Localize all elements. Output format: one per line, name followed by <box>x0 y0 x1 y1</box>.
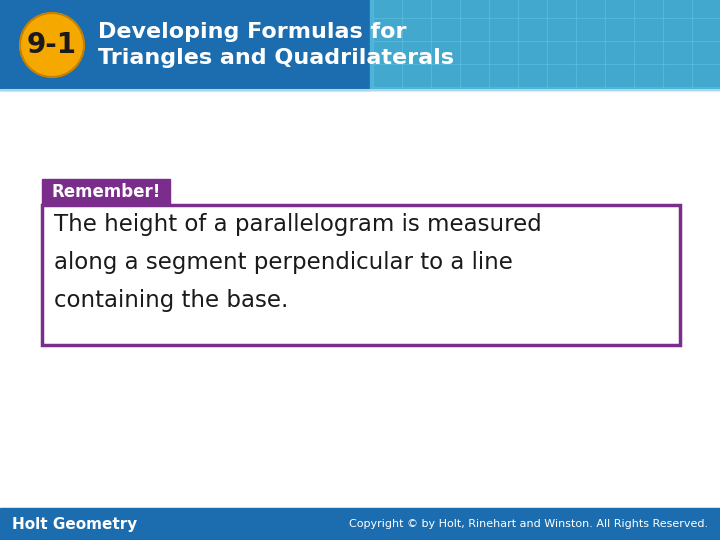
FancyBboxPatch shape <box>518 64 547 87</box>
FancyBboxPatch shape <box>490 0 518 18</box>
FancyBboxPatch shape <box>606 42 634 64</box>
Text: Developing Formulas for: Developing Formulas for <box>98 22 407 42</box>
FancyBboxPatch shape <box>577 64 606 87</box>
FancyBboxPatch shape <box>693 18 720 42</box>
FancyBboxPatch shape <box>606 18 634 42</box>
Text: along a segment perpendicular to a line: along a segment perpendicular to a line <box>54 251 513 274</box>
Text: Copyright © by Holt, Rinehart and Winston. All Rights Reserved.: Copyright © by Holt, Rinehart and Winsto… <box>349 519 708 529</box>
FancyBboxPatch shape <box>547 64 577 87</box>
FancyBboxPatch shape <box>606 0 634 18</box>
FancyBboxPatch shape <box>374 42 402 64</box>
FancyBboxPatch shape <box>402 64 431 87</box>
FancyBboxPatch shape <box>461 64 490 87</box>
Text: Remember!: Remember! <box>51 183 161 201</box>
FancyBboxPatch shape <box>664 18 693 42</box>
FancyBboxPatch shape <box>518 0 547 18</box>
Bar <box>42 205 680 345</box>
Bar <box>0 0 370 90</box>
FancyBboxPatch shape <box>693 64 720 87</box>
Bar <box>370 0 720 90</box>
FancyBboxPatch shape <box>461 42 490 64</box>
FancyBboxPatch shape <box>547 0 577 18</box>
FancyBboxPatch shape <box>402 18 431 42</box>
FancyBboxPatch shape <box>577 0 606 18</box>
FancyBboxPatch shape <box>402 42 431 64</box>
FancyBboxPatch shape <box>664 42 693 64</box>
FancyBboxPatch shape <box>634 18 664 42</box>
FancyBboxPatch shape <box>490 42 518 64</box>
Text: containing the base.: containing the base. <box>54 289 289 312</box>
FancyBboxPatch shape <box>693 42 720 64</box>
FancyBboxPatch shape <box>693 0 720 18</box>
FancyBboxPatch shape <box>461 0 490 18</box>
Bar <box>42 179 170 205</box>
FancyBboxPatch shape <box>577 42 606 64</box>
FancyBboxPatch shape <box>547 18 577 42</box>
FancyBboxPatch shape <box>634 64 664 87</box>
FancyBboxPatch shape <box>577 18 606 42</box>
FancyBboxPatch shape <box>518 18 547 42</box>
FancyBboxPatch shape <box>664 64 693 87</box>
Bar <box>0 508 720 540</box>
FancyBboxPatch shape <box>490 64 518 87</box>
FancyBboxPatch shape <box>431 18 461 42</box>
FancyBboxPatch shape <box>431 64 461 87</box>
FancyBboxPatch shape <box>518 42 547 64</box>
FancyBboxPatch shape <box>402 0 431 18</box>
FancyBboxPatch shape <box>431 42 461 64</box>
FancyBboxPatch shape <box>374 0 402 18</box>
Circle shape <box>20 13 84 77</box>
FancyBboxPatch shape <box>634 0 664 18</box>
FancyBboxPatch shape <box>490 18 518 42</box>
FancyBboxPatch shape <box>431 0 461 18</box>
FancyBboxPatch shape <box>634 42 664 64</box>
FancyBboxPatch shape <box>606 64 634 87</box>
Text: Triangles and Quadrilaterals: Triangles and Quadrilaterals <box>98 48 454 68</box>
FancyBboxPatch shape <box>374 64 402 87</box>
Text: 9-1: 9-1 <box>27 31 77 59</box>
FancyBboxPatch shape <box>664 0 693 18</box>
Text: The height of a parallelogram is measured: The height of a parallelogram is measure… <box>54 213 541 236</box>
FancyBboxPatch shape <box>547 42 577 64</box>
Text: Holt Geometry: Holt Geometry <box>12 516 138 531</box>
FancyBboxPatch shape <box>374 18 402 42</box>
FancyBboxPatch shape <box>461 18 490 42</box>
